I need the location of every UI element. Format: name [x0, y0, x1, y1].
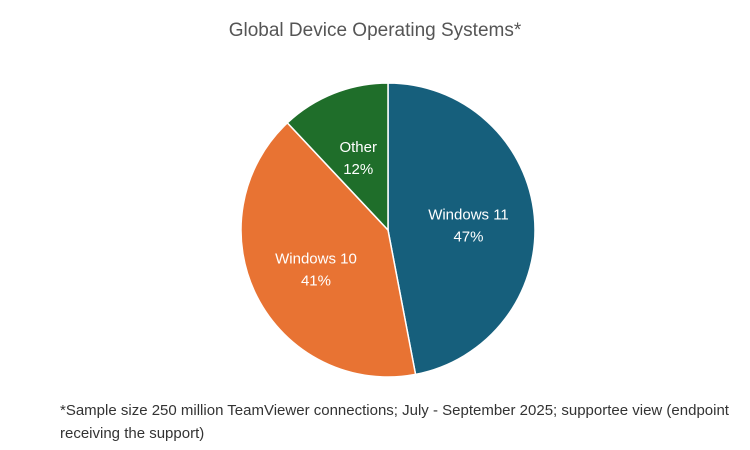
slice-value-windows-11: 47% — [453, 228, 483, 245]
chart-title: Global Device Operating Systems* — [228, 20, 522, 41]
slice-value-other: 12% — [343, 161, 373, 178]
chart-footnote: *Sample size 250 million TeamViewer conn… — [60, 402, 729, 442]
pie-slice-windows-10 — [240, 121, 417, 378]
slice-label-other: Other — [339, 139, 377, 156]
slice-label-windows-11: Windows 11 — [428, 206, 509, 223]
pie-slice-other — [286, 82, 389, 232]
slice-label-windows-10: Windows 10 — [275, 251, 357, 268]
slice-value-windows-10: 41% — [301, 273, 331, 290]
pie-slice-windows-11 — [387, 82, 536, 376]
